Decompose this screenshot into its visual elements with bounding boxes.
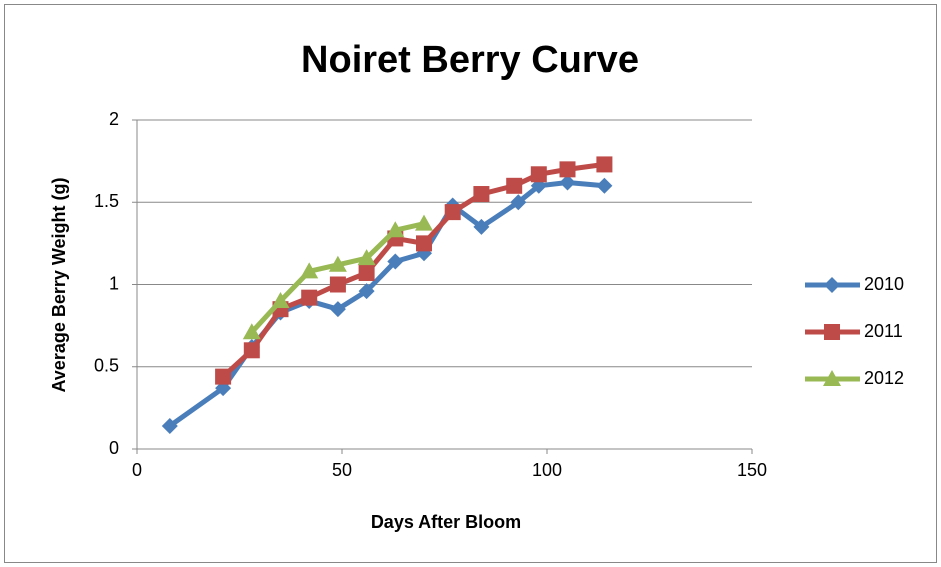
marker xyxy=(161,417,178,434)
marker xyxy=(300,262,319,279)
marker xyxy=(444,204,461,221)
marker xyxy=(416,235,432,252)
marker xyxy=(242,323,261,340)
marker xyxy=(559,174,576,191)
legend-label: 2012 xyxy=(864,368,904,388)
marker xyxy=(506,177,523,194)
marker xyxy=(473,186,490,203)
marker xyxy=(386,221,405,238)
marker xyxy=(596,177,613,194)
marker xyxy=(530,166,547,183)
x-tick-label: 0 xyxy=(132,460,142,480)
y-tick-label: 0 xyxy=(109,438,119,458)
legend-marker xyxy=(824,277,840,293)
marker xyxy=(328,255,347,272)
y-tick-label: 1.5 xyxy=(94,191,119,211)
x-axis-title: Days After Bloom xyxy=(371,512,521,532)
x-tick-label: 50 xyxy=(332,460,352,480)
y-axis-title: Average Berry Weight (g) xyxy=(49,177,69,392)
y-tick-label: 1 xyxy=(109,273,119,293)
marker xyxy=(243,342,260,359)
marker xyxy=(271,291,290,308)
chart-border xyxy=(4,4,937,563)
marker xyxy=(473,218,490,235)
marker xyxy=(357,249,376,266)
marker xyxy=(387,253,404,270)
chart-title: Noiret Berry Curve xyxy=(301,39,639,81)
x-tick-label: 150 xyxy=(737,460,767,480)
marker xyxy=(559,161,576,178)
marker xyxy=(329,301,346,318)
y-tick-label: 2 xyxy=(109,109,119,129)
marker xyxy=(301,289,318,306)
marker xyxy=(215,368,232,385)
marker xyxy=(358,264,375,281)
marker xyxy=(358,283,375,300)
legend-label: 2011 xyxy=(864,321,903,341)
legend-marker xyxy=(824,324,840,340)
marker xyxy=(510,194,527,211)
y-tick-label: 0.5 xyxy=(94,356,119,376)
x-tick-label: 100 xyxy=(532,460,562,480)
marker xyxy=(415,214,433,231)
marker xyxy=(596,156,613,173)
legend-label: 2010 xyxy=(864,274,904,294)
legend-marker xyxy=(823,370,841,386)
marker xyxy=(329,276,346,293)
